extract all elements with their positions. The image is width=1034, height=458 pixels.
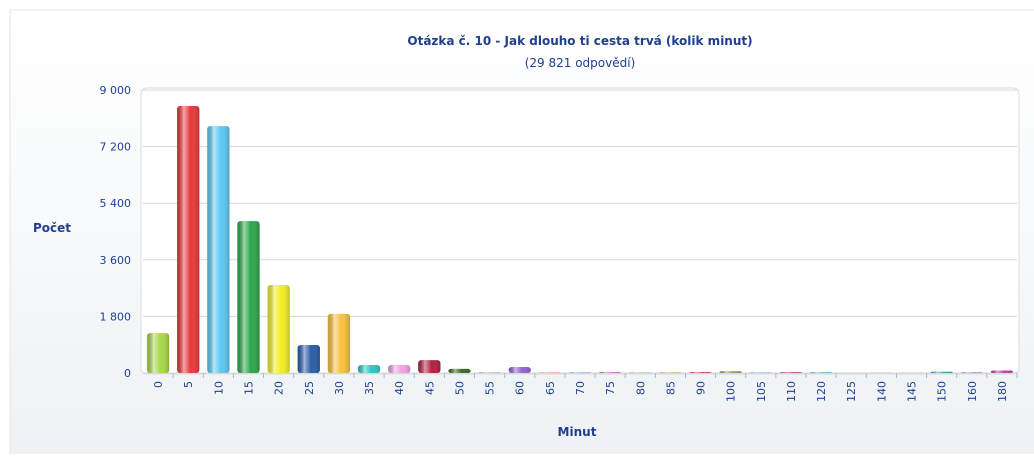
chart-title: Otázka č. 10 - Jak dlouho ti cesta trvá … xyxy=(407,34,752,48)
y-tick-label: 1 800 xyxy=(100,310,132,323)
bar-shine xyxy=(659,372,681,373)
x-tick-label: 145 xyxy=(906,381,919,402)
bar-shine xyxy=(991,370,1013,373)
bar-shine xyxy=(267,285,289,373)
x-tick-label: 15 xyxy=(242,381,255,395)
bar-shine xyxy=(177,106,199,373)
x-tick-label: 150 xyxy=(936,381,949,402)
bar-shine xyxy=(599,372,621,373)
bar-shine xyxy=(147,333,169,373)
bar-shine xyxy=(448,369,470,373)
x-tick-label: 65 xyxy=(544,381,557,395)
x-tick-label: 80 xyxy=(634,381,647,395)
x-tick-label: 55 xyxy=(484,381,497,395)
y-tick-label: 9 000 xyxy=(100,84,132,97)
y-tick-label: 5 400 xyxy=(100,197,132,210)
x-tick-label: 50 xyxy=(453,381,466,395)
x-tick-label: 35 xyxy=(363,381,376,395)
x-tick-label: 40 xyxy=(393,381,406,395)
y-tick-label: 7 200 xyxy=(100,141,132,154)
x-tick-label: 140 xyxy=(875,381,888,402)
x-tick-label: 30 xyxy=(333,381,346,395)
bar-shine xyxy=(931,372,953,373)
x-tick-label: 25 xyxy=(303,381,316,395)
x-tick-label: 120 xyxy=(815,381,828,402)
x-tick-label: 85 xyxy=(664,381,677,395)
bar-shine xyxy=(237,221,259,373)
x-tick-label: 125 xyxy=(845,381,858,402)
x-tick-label: 90 xyxy=(695,381,708,395)
x-tick-label: 105 xyxy=(755,381,768,402)
chart-subtitle: (29 821 odpovědí) xyxy=(525,56,636,70)
x-tick-label: 180 xyxy=(996,381,1009,402)
x-axis-label: Minut xyxy=(558,425,597,439)
x-tick-label: 75 xyxy=(604,381,617,395)
x-tick-label: 45 xyxy=(423,381,436,395)
x-tick-label: 70 xyxy=(574,381,587,395)
bar-shine xyxy=(569,372,591,373)
bar-shine xyxy=(961,372,983,373)
bar-shine xyxy=(689,372,711,373)
bar-shine xyxy=(720,371,742,373)
bar-shine xyxy=(418,360,440,373)
x-tick-label: 0 xyxy=(152,381,165,388)
bar-shine xyxy=(388,365,410,373)
x-tick-label: 60 xyxy=(514,381,527,395)
bar-shine xyxy=(478,372,500,373)
y-axis-label: Počet xyxy=(33,221,71,235)
x-tick-label: 100 xyxy=(725,381,738,402)
y-tick-label: 0 xyxy=(124,367,131,380)
x-tick-label: 20 xyxy=(273,381,286,395)
x-tick-label: 10 xyxy=(212,381,225,395)
bar-shine xyxy=(810,372,832,373)
bar-shine xyxy=(780,372,802,373)
bar-shine xyxy=(298,345,320,373)
bar-shine xyxy=(328,314,350,373)
x-tick-label: 110 xyxy=(785,381,798,402)
bar-shine xyxy=(207,126,229,373)
bar-shine xyxy=(358,365,380,373)
bar-shine xyxy=(509,367,531,373)
x-tick-label: 5 xyxy=(182,381,195,388)
y-tick-label: 3 600 xyxy=(100,254,132,267)
x-tick-label: 160 xyxy=(966,381,979,402)
